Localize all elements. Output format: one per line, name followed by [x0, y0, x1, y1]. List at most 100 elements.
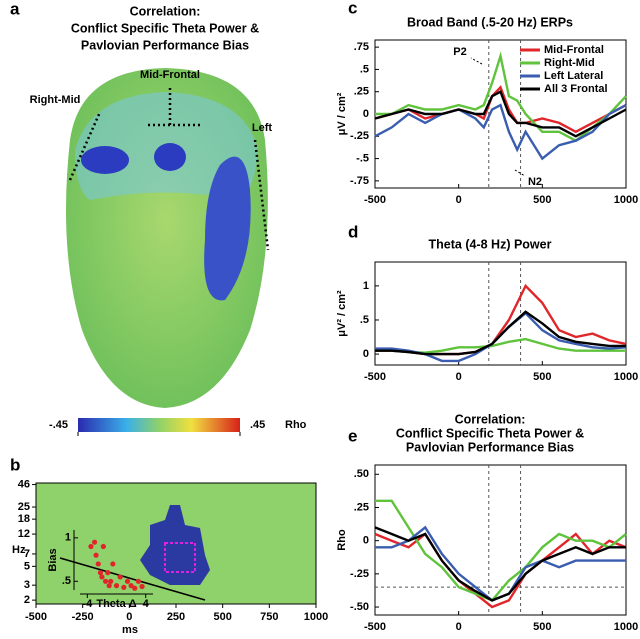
x-tick-label: -500: [364, 194, 386, 206]
head-map: [66, 68, 270, 432]
x-tick-label: 0: [456, 371, 462, 383]
scatter-point: [106, 583, 112, 589]
scatter-point: [100, 543, 106, 550]
x-tick-label: 0: [456, 194, 462, 206]
scatter-point: [92, 539, 98, 545]
plot-frame: [374, 464, 627, 616]
legend-label: Right-Mid: [544, 57, 595, 69]
y-tick-label: -.75: [350, 175, 369, 187]
scatter-point: [135, 578, 141, 584]
x-tick-label: 1000: [304, 611, 328, 623]
y-tick-label: 2: [24, 594, 30, 606]
timefreq-map: [36, 483, 316, 604]
inset-x-tick-label: 4: [143, 598, 150, 610]
chart-title: Theta (4-8 Hz) Power: [429, 237, 552, 251]
series-line: [375, 499, 627, 602]
chart-title: Broad Band (.5-20 Hz) ERPs: [407, 15, 573, 29]
y-tick-label: 7: [24, 548, 30, 560]
y-tick-label: 12: [18, 528, 30, 540]
y-tick-label: -.25: [350, 130, 369, 142]
x-tick-label: 1000: [614, 621, 638, 633]
y-axis-label: Hz: [12, 544, 26, 556]
x-tick-label: 500: [533, 371, 551, 383]
y-axis-label: μV² / cm²: [336, 290, 348, 337]
chart-title: Conflict Specific Theta Power &: [396, 426, 584, 440]
inset-x-label: Theta Δ: [96, 598, 136, 610]
scatter-point: [128, 583, 134, 589]
y-axis-label: Rho: [336, 529, 348, 551]
region-label: Mid-Frontal: [140, 69, 200, 81]
annotation-leader: [514, 169, 526, 177]
series-line: [375, 310, 626, 356]
inset-x-tick-label: -4: [82, 598, 93, 610]
annotation: P2: [453, 46, 466, 58]
x-tick-label: 500: [533, 194, 551, 206]
y-axis-label: μV / cm²: [336, 92, 348, 135]
y-tick-label: 46: [18, 478, 30, 490]
x-tick-label: 0: [456, 621, 462, 633]
scatter-point: [88, 543, 94, 550]
scatter-point: [121, 584, 127, 590]
y-tick-label: 0: [363, 348, 369, 360]
series-line: [374, 85, 627, 134]
inset-y-tick-label: .5: [62, 575, 71, 587]
y-tick-label: -.25: [350, 568, 369, 580]
scatter-point: [97, 570, 104, 576]
x-tick-label: 1000: [614, 371, 638, 383]
panel-letter: b: [10, 455, 20, 474]
y-tick-label: 0: [363, 108, 369, 120]
x-tick-label: -500: [364, 371, 386, 383]
y-tick-label: 25: [18, 501, 30, 513]
x-tick-label: -250: [72, 611, 94, 623]
x-tick-label: 1000: [614, 194, 638, 206]
x-tick-label: -500: [25, 611, 47, 623]
colorbar-label: .45: [250, 419, 265, 431]
inset-y-label: Bias: [47, 548, 59, 571]
series-line: [374, 103, 627, 161]
legend-label: All 3 Frontal: [544, 83, 608, 95]
scatter-point: [117, 574, 123, 580]
x-tick-label: 750: [260, 611, 278, 623]
scatter-point: [93, 552, 99, 558]
plot-frame: [374, 261, 627, 366]
series-line: [374, 89, 627, 138]
y-tick-label: 3: [24, 579, 30, 591]
y-tick-label: .75: [354, 41, 369, 53]
panel-letter: c: [348, 0, 357, 17]
inset-y-tick-label: 1: [65, 532, 71, 544]
annotation: N2: [528, 176, 542, 188]
y-tick-label: .5: [360, 63, 369, 75]
scatter-point: [108, 578, 114, 584]
chart-title: Conflict Specific Theta Power &: [71, 21, 259, 35]
chart-title: Correlation:: [455, 412, 526, 426]
y-tick-label: .50: [354, 468, 369, 480]
scatter-point: [139, 583, 145, 590]
series-line: [374, 526, 626, 602]
x-tick-label: 500: [213, 611, 231, 623]
x-axis-label: ms: [122, 624, 138, 636]
scatter-point: [102, 578, 109, 584]
x-tick-label: 0: [126, 611, 132, 623]
region-label: Right-Mid: [30, 94, 81, 106]
scatter-point: [113, 583, 120, 589]
scatter-point: [110, 561, 116, 567]
chart-title: Pavlovian Performance Bias: [406, 440, 574, 454]
colorbar-label: -.45: [49, 419, 68, 431]
y-tick-label: 18: [18, 513, 30, 525]
x-tick-label: -500: [364, 621, 386, 633]
scatter-point: [95, 561, 101, 567]
scatter-point: [99, 574, 105, 580]
panel-letter: e: [348, 426, 357, 445]
scatter-point: [132, 585, 138, 591]
y-tick-label: 1: [363, 280, 369, 292]
panel-letter: d: [348, 222, 358, 241]
chart-title: Correlation:: [130, 4, 201, 18]
annotation-leader: [470, 57, 483, 65]
y-tick-label: 5: [24, 560, 30, 572]
y-tick-label: .25: [354, 86, 369, 98]
region-label: Left: [252, 122, 273, 134]
scatter-point: [124, 578, 131, 584]
x-tick-label: 500: [533, 621, 551, 633]
